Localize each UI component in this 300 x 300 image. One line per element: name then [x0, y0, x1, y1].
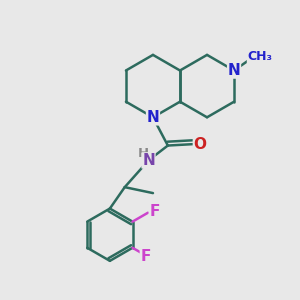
Text: N: N [147, 110, 159, 125]
Text: F: F [149, 204, 160, 219]
Text: CH₃: CH₃ [248, 50, 272, 63]
Text: N: N [142, 153, 155, 168]
Text: F: F [140, 249, 151, 264]
Text: H: H [138, 147, 149, 161]
Text: N: N [228, 63, 240, 78]
Text: O: O [194, 136, 206, 152]
